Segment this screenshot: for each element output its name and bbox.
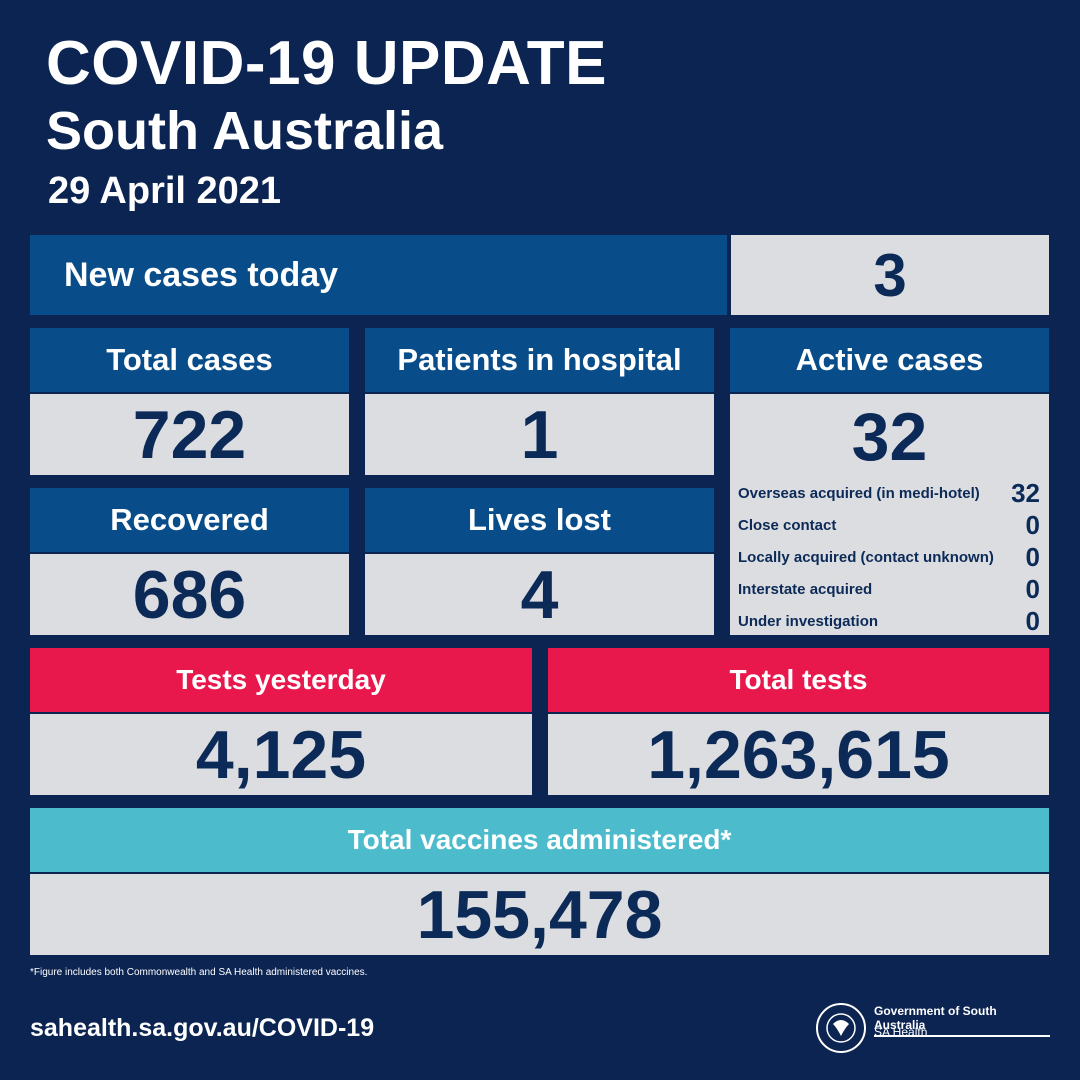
breakdown-label: Under investigation [738,613,879,630]
total-cases-value: 722 [30,394,349,475]
new-cases-value: 3 [731,235,1049,315]
breakdown-row: Locally acquired (contact unknown) 0 [738,542,1040,573]
government-name: Government of South Australia [874,1004,1050,1037]
vaccines-label: Total vaccines administered* [30,808,1049,872]
active-cases-breakdown: Overseas acquired (in medi-hotel) 32 Clos… [738,474,1040,637]
breakdown-row: Interstate acquired 0 [738,574,1040,605]
sa-government-seal-icon [816,1003,866,1053]
breakdown-value: 0 [1025,510,1040,540]
breakdown-label: Locally acquired (contact unknown) [738,549,994,566]
recovered-value: 686 [30,554,349,635]
active-cases-value: 32 [851,399,928,475]
breakdown-label: Interstate acquired [738,581,873,598]
website-link[interactable]: sahealth.sa.gov.au/COVID-19 [30,1014,375,1042]
page-title: COVID-19 UPDATE [46,29,607,98]
hospital-value: 1 [365,394,714,475]
breakdown-value: 0 [1025,606,1040,636]
breakdown-value: 32 [1011,478,1040,508]
total-tests-value: 1,263,615 [548,714,1049,795]
update-date: 29 April 2021 [48,170,282,212]
breakdown-row: Under investigation 0 [738,606,1040,637]
new-cases-label: New cases today [30,235,727,315]
breakdown-label: Overseas acquired (in medi-hotel) [738,485,980,502]
tests-yesterday-label: Tests yesterday [30,648,532,712]
breakdown-value: 0 [1025,574,1040,604]
recovered-label: Recovered [30,488,349,552]
lives-lost-value: 4 [365,554,714,635]
breakdown-row: Overseas acquired (in medi-hotel) 32 [738,478,1040,509]
region-subtitle: South Australia [46,101,444,161]
breakdown-row: Close contact 0 [738,510,1040,541]
active-cases-label: Active cases [730,328,1049,392]
lives-lost-label: Lives lost [365,488,714,552]
breakdown-value: 0 [1025,542,1040,572]
department-name: SA Health [874,1025,928,1039]
active-cases-panel: 32 [730,394,1049,635]
tests-yesterday-value: 4,125 [30,714,532,795]
vaccines-value: 155,478 [30,874,1049,955]
total-cases-label: Total cases [30,328,349,392]
hospital-label: Patients in hospital [365,328,714,392]
footnote: *Figure includes both Commonwealth and S… [30,967,368,978]
total-tests-label: Total tests [548,648,1049,712]
breakdown-label: Close contact [738,517,837,534]
